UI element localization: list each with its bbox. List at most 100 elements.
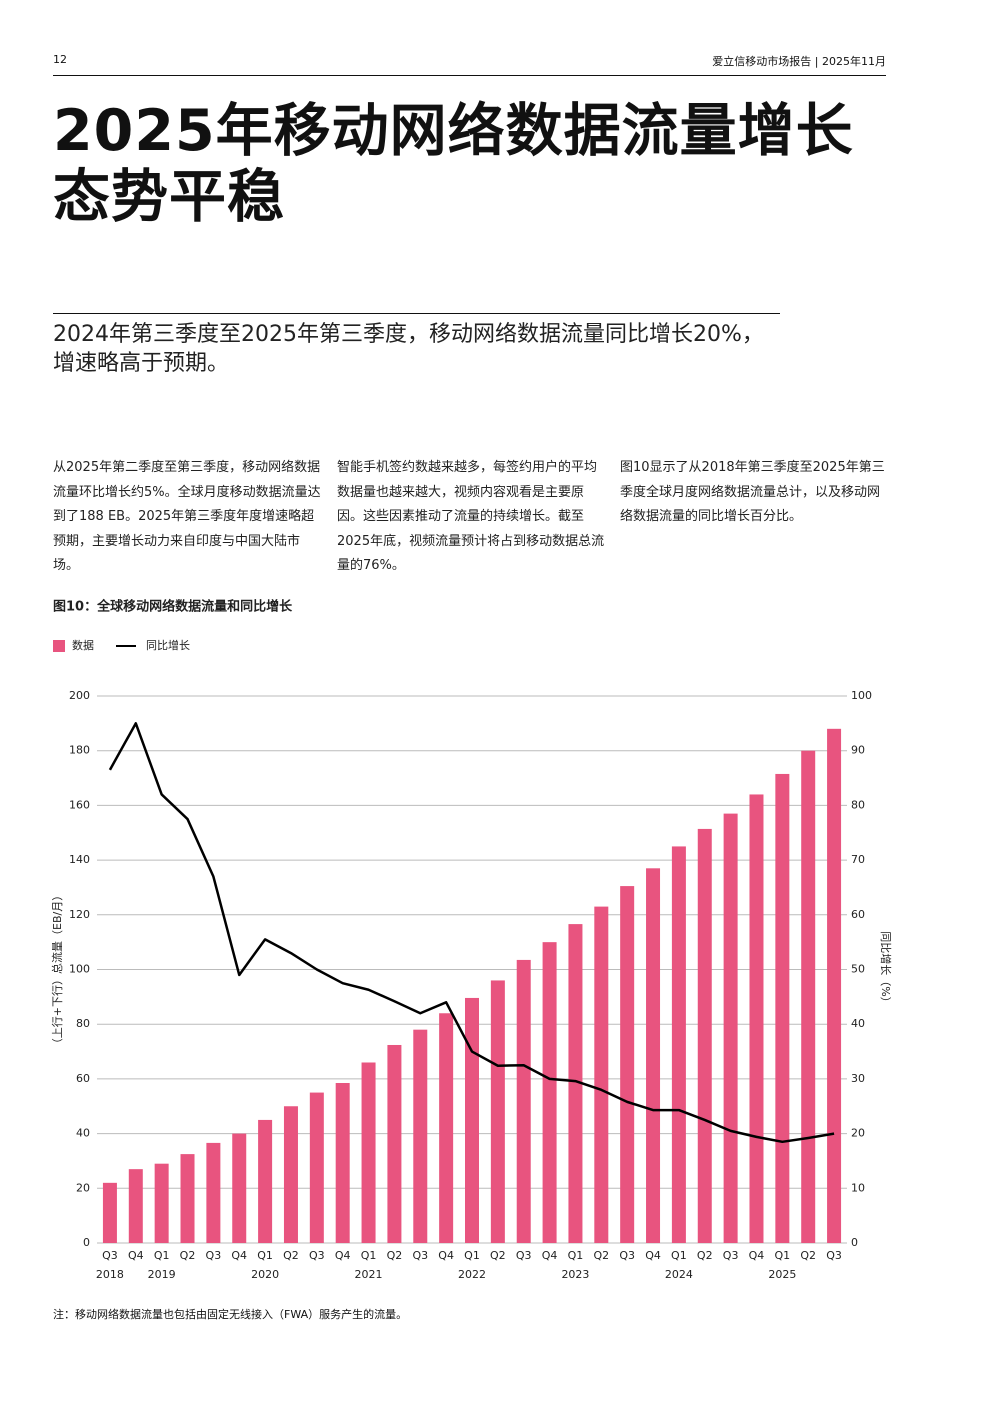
x-tick-label: Q3	[619, 1249, 635, 1262]
bar	[542, 942, 557, 1243]
x-tick-label: Q2	[387, 1249, 403, 1262]
bar	[646, 868, 661, 1243]
legend-label: 同比增长	[146, 638, 190, 652]
line	[108, 722, 835, 1144]
x-tick-label: Q1	[257, 1249, 273, 1262]
title-line: 2025年移动网络数据流量增长	[53, 98, 854, 164]
x-tick-label: Q2	[283, 1249, 299, 1262]
y-tick-label: 60	[76, 1072, 90, 1085]
year-label: 2021	[355, 1268, 383, 1281]
year-label: 2022	[458, 1268, 486, 1281]
body-column: 智能手机签约数越来越多，每签约用户的平均数据量也越来越大，视频内容观看是主要原因…	[337, 460, 605, 573]
x-tick-label: Q4	[542, 1249, 558, 1262]
bar	[594, 906, 609, 1243]
y2-tick-label: 10	[851, 1181, 865, 1194]
bar	[775, 773, 790, 1243]
chart: 图10：全球移动网络数据流量和同比增长 02040608010012014016…	[50, 599, 893, 1282]
header-rule	[53, 75, 886, 76]
x-tick-label: Q2	[180, 1249, 196, 1262]
bar	[128, 1169, 143, 1243]
y2-tick-label: 0	[851, 1236, 858, 1249]
x-tick-label: Q1	[568, 1249, 584, 1262]
bar	[413, 1029, 428, 1243]
note: 注：移动网络数据流量也包括由固定无线接入（FWA）服务产生的流量。	[53, 1308, 408, 1321]
y2-tick-label: 90	[851, 744, 865, 757]
report-header: 爱立信移动市场报告 | 2025年11月	[712, 55, 886, 68]
x-tick-label: Q4	[749, 1249, 765, 1262]
bar	[749, 794, 764, 1243]
year-label: 2023	[561, 1268, 589, 1281]
bar	[387, 1044, 402, 1243]
x-tick-label: Q4	[128, 1249, 144, 1262]
bar	[335, 1083, 350, 1243]
y-tick-label: 160	[69, 798, 90, 811]
bar	[361, 1062, 376, 1243]
x-tick-label: Q1	[671, 1249, 687, 1262]
x-tick-label: Q3	[309, 1249, 325, 1262]
subtitle-rule	[53, 313, 780, 314]
y-tick-label: 120	[69, 908, 90, 921]
x-tick-label: Q4	[438, 1249, 454, 1262]
bar	[620, 886, 635, 1243]
bar	[102, 1182, 117, 1243]
x-tick-label: Q2	[800, 1249, 816, 1262]
y2-tick-label: 80	[851, 798, 865, 811]
bar	[490, 980, 505, 1243]
body-column: 图10显示了从2018年第三季度至2025年第三季度全球月度网络数据流量总计，以…	[620, 460, 885, 524]
y-tick-label: 180	[69, 744, 90, 757]
bar	[206, 1142, 221, 1243]
x-tick-label: Q4	[231, 1249, 247, 1262]
bar	[258, 1119, 273, 1243]
year-label: 2020	[251, 1268, 279, 1281]
y-tick-label: 20	[76, 1181, 90, 1194]
y-tick-label: 80	[76, 1017, 90, 1030]
y-tick-label: 140	[69, 853, 90, 866]
subtitle-line: 增速略高于预期。	[53, 351, 230, 376]
y2-tick-label: 20	[851, 1127, 865, 1140]
year-label: 2025	[768, 1268, 796, 1281]
x-tick-label: Q3	[102, 1249, 118, 1262]
y2-tick-label: 30	[851, 1072, 865, 1085]
bar	[465, 997, 479, 1243]
subtitle-line: 2024年第三季度至2025年第三季度，移动网络数据流量同比增长20%，	[53, 322, 764, 347]
y-tick-label: 40	[76, 1127, 90, 1140]
chart-title: 图10：全球移动网络数据流量和同比增长	[53, 599, 293, 615]
y-tick-label: 0	[83, 1236, 90, 1249]
x-tick-label: Q3	[206, 1249, 222, 1262]
y2-tick-label: 50	[851, 963, 865, 976]
x-tick-label: Q3	[723, 1249, 739, 1262]
y-axis-label: （上行+下行）总流量（EB/月）	[50, 890, 64, 1049]
y2-tick-label: 100	[851, 689, 872, 702]
x-tick-label: Q1	[361, 1249, 377, 1262]
bar	[309, 1092, 324, 1243]
y-tick-label: 200	[69, 689, 90, 702]
bar	[801, 750, 816, 1243]
bar	[827, 728, 842, 1243]
legend-label: 数据	[72, 638, 94, 652]
x-tick-label: Q2	[593, 1249, 609, 1262]
bar	[568, 924, 583, 1243]
title-line: 态势平稳	[53, 164, 285, 230]
body-column: 从2025年第二季度至第三季度，移动网络数据流量环比增长约5%。全球月度移动数据…	[53, 460, 321, 573]
bar	[516, 959, 531, 1243]
x-tick-label: Q3	[412, 1249, 428, 1262]
subtitle: 2024年第三季度至2025年第三季度，移动网络数据流量同比增长20%， 增速略…	[53, 320, 764, 378]
x-tick-label: Q4	[645, 1249, 661, 1262]
x-tick-label: Q2	[490, 1249, 506, 1262]
x-tick-label: Q4	[335, 1249, 351, 1262]
bar	[154, 1163, 169, 1243]
bar	[439, 1013, 454, 1243]
x-tick-label: Q1	[154, 1249, 170, 1262]
y2-tick-label: 40	[851, 1017, 865, 1030]
year-label: 2018	[96, 1268, 124, 1281]
year-label: 2019	[148, 1268, 176, 1281]
bar	[671, 846, 686, 1243]
year-label: 2024	[665, 1268, 693, 1281]
y2-tick-label: 60	[851, 908, 865, 921]
bar	[232, 1133, 247, 1243]
y-tick-label: 100	[69, 963, 90, 976]
x-tick-label: Q3	[516, 1249, 532, 1262]
legend-swatch	[53, 640, 65, 652]
x-tick-label: Q3	[826, 1249, 842, 1262]
